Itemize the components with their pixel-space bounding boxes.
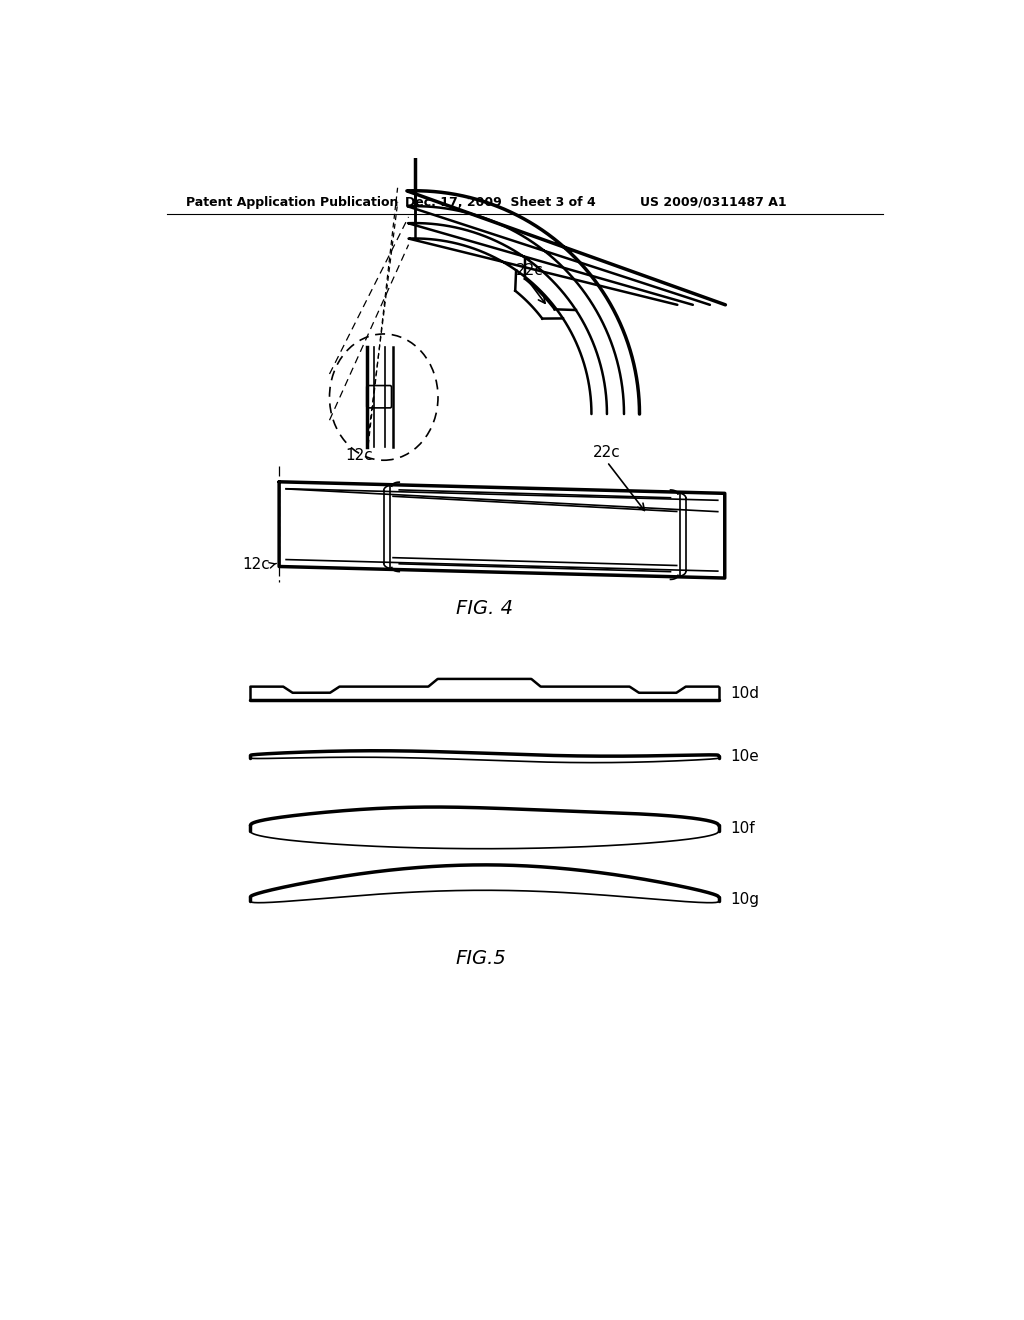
Text: 10f: 10f <box>730 821 755 836</box>
Text: 10d: 10d <box>730 686 759 701</box>
Text: Dec. 17, 2009  Sheet 3 of 4: Dec. 17, 2009 Sheet 3 of 4 <box>406 195 596 209</box>
Text: 22c: 22c <box>515 263 544 277</box>
Text: Patent Application Publication: Patent Application Publication <box>186 195 398 209</box>
Text: 10e: 10e <box>730 750 759 764</box>
Text: FIG.5: FIG.5 <box>456 949 506 968</box>
Text: FIG. 4: FIG. 4 <box>456 599 513 618</box>
Text: 22c: 22c <box>593 445 621 461</box>
Text: 10g: 10g <box>730 891 759 907</box>
Text: 12c: 12c <box>345 447 373 463</box>
Text: US 2009/0311487 A1: US 2009/0311487 A1 <box>640 195 786 209</box>
Text: 12c: 12c <box>243 557 270 572</box>
